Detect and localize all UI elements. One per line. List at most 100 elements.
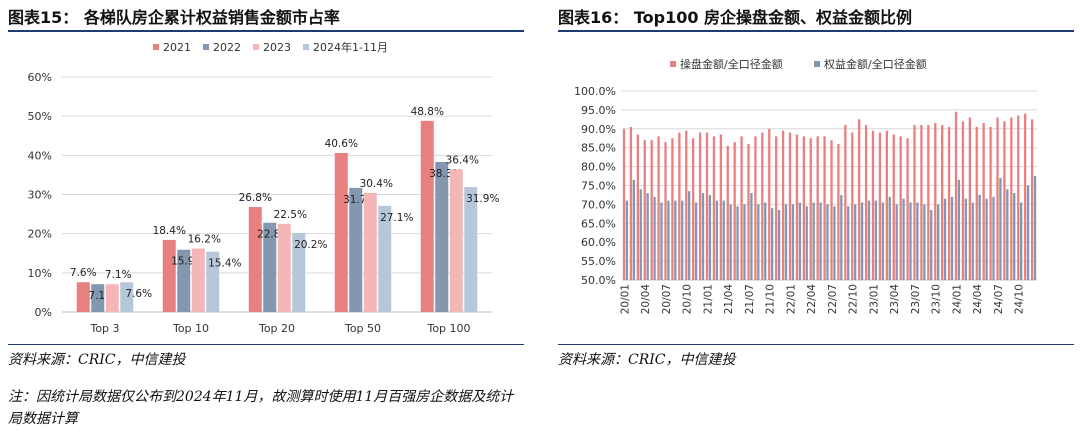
bar-1-56 [1013, 193, 1016, 280]
right-title-rule [558, 30, 1074, 32]
bar-1-46 [943, 198, 947, 280]
y-tick-label: 30% [28, 189, 52, 202]
x-tick-label: 22/01 [785, 284, 797, 314]
right-figure-title: 图表16： Top100 房企操盘金额、权益金额比例 [558, 8, 913, 27]
data-label-2-2: 22.5% [274, 209, 307, 221]
data-label-2-0: 7.1% [105, 269, 132, 281]
y-tick-label: 90.0% [581, 123, 616, 136]
x-tick-label: Top 20 [258, 322, 295, 335]
x-tick-label: Top 10 [172, 322, 209, 335]
bar-0-11 [698, 132, 702, 280]
bar-1-39 [895, 204, 898, 280]
bar-0-8 [678, 132, 681, 280]
bar-0-53 [989, 126, 992, 280]
bar-0-59 [1030, 119, 1034, 280]
bar-0-57 [1017, 115, 1020, 280]
bar-1-43 [923, 204, 926, 280]
bar-1-50 [971, 202, 974, 280]
bar-1-49 [964, 198, 967, 280]
bar-1-34 [860, 202, 864, 280]
data-label-0-3: 40.6% [325, 138, 358, 150]
bar-0-36 [871, 130, 875, 280]
bar-2-2 [277, 223, 291, 312]
bar-1-4 [435, 161, 449, 312]
y-tick-label: 70.0% [581, 198, 616, 211]
right-figure-panel: 图表16： Top100 房企操盘金额、权益金额比例 操盘金额/全口径金额 权益金… [550, 0, 1080, 440]
bar-0-5 [657, 136, 660, 280]
bar-0-44 [927, 125, 930, 281]
bar-0-23 [781, 130, 785, 280]
bar-3-4 [464, 187, 478, 312]
bar-0-2 [636, 134, 639, 280]
bar-0-41 [906, 138, 909, 280]
bar-0-49 [961, 121, 965, 281]
y-tick-label: 65.0% [581, 217, 616, 230]
bar-0-15 [726, 145, 729, 280]
y-tick-label: 60.0% [581, 236, 616, 249]
x-tick-label: Top 3 [89, 322, 119, 335]
bar-0-13 [712, 136, 716, 280]
data-label-2-4: 36.4% [446, 154, 479, 166]
left-source-text: 资料来源：CRIC，中信建投 [8, 352, 186, 368]
bar-1-40 [902, 198, 905, 280]
bar-1-17 [743, 204, 746, 280]
bar-1-1 [177, 249, 191, 312]
x-tick-label: 21/07 [744, 284, 756, 314]
bar-1-14 [722, 200, 725, 280]
bar-1-30 [833, 206, 836, 280]
bar-0-27 [809, 138, 812, 280]
bar-1-7 [674, 200, 677, 280]
x-tick-label: Top 100 [426, 322, 470, 335]
bar-1-5 [660, 202, 663, 280]
bar-1-15 [729, 204, 732, 280]
bar-1-48 [957, 179, 961, 280]
legend-swatch-0 [670, 61, 676, 67]
data-label-0-4: 48.8% [411, 106, 444, 118]
left-chart: 2021 2022 2023 2024年1-11月 0% 10% 20% 30% 40% 50% 6… [28, 40, 500, 335]
bar-1-2 [639, 189, 642, 280]
bar-1-12 [708, 194, 712, 280]
bar-0-7 [671, 138, 674, 280]
bar-2-3 [363, 192, 377, 312]
y-tick-label: 60% [28, 71, 52, 84]
bar-0-30 [830, 140, 833, 280]
bar-1-42 [916, 202, 919, 280]
bar-3-3 [378, 205, 392, 312]
x-tick-label: 24/01 [951, 284, 963, 314]
bar-1-2 [263, 222, 277, 312]
bar-0-21 [768, 128, 771, 280]
bar-0-3 [643, 140, 646, 280]
y-tick-label: 100.0% [574, 85, 616, 98]
left-figure-title: 图表15： 各梯队房企累计权益销售金额市占率 [8, 8, 340, 27]
bar-1-41 [909, 202, 912, 280]
bar-1-3 [646, 193, 649, 280]
bar-2-1 [191, 248, 205, 312]
bar-1-16 [736, 206, 739, 280]
x-tick-label: 22/10 [848, 284, 860, 314]
bar-0-10 [692, 138, 695, 280]
legend-label-3: 2024年1-11月 [313, 40, 388, 54]
y-tick-label: 10% [28, 267, 52, 280]
data-label-0-0: 7.6% [70, 267, 97, 279]
bar-1-54 [999, 177, 1002, 280]
data-label-0-2: 26.8% [239, 192, 272, 204]
bar-3-2 [292, 232, 306, 312]
bar-0-51 [975, 126, 978, 280]
bar-1-53 [992, 196, 995, 280]
left-note-text: 注：因统计局数据仅公布到2024年11月，故测算时使用11月百强房企数据及统计局… [8, 389, 514, 427]
bar-1-55 [1006, 189, 1009, 280]
bar-0-52 [982, 123, 985, 280]
bar-0-32 [844, 125, 847, 281]
left-title-rule [8, 30, 524, 32]
bar-0-37 [878, 132, 882, 280]
bar-1-32 [847, 206, 850, 280]
x-tick-label: 22/04 [806, 284, 818, 315]
data-label-3-3: 27.1% [380, 212, 413, 224]
bar-1-11 [701, 193, 705, 280]
x-tick-label: 20/04 [640, 284, 652, 315]
legend-swatch-1 [814, 61, 820, 67]
legend-label-1: 权益金额/全口径金额 [824, 57, 927, 71]
bar-0-29 [823, 136, 826, 280]
x-tick-label: 23/10 [931, 284, 943, 314]
bar-1-26 [805, 206, 808, 280]
